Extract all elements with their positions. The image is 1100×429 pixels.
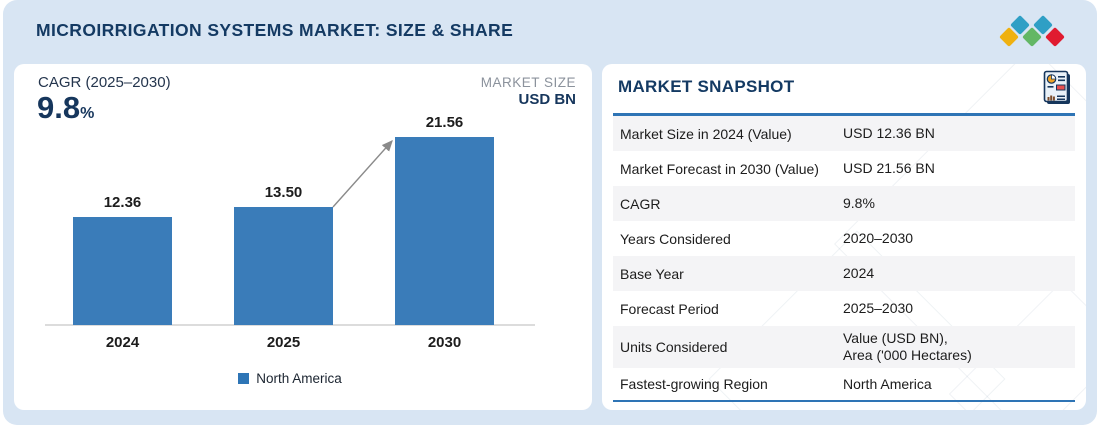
table-row: Fastest-growing Region North America [613, 368, 1075, 400]
table-row: Years Considered 2020–2030 [613, 221, 1075, 256]
bar-2030 [395, 137, 494, 325]
row-value: 2024 [843, 265, 875, 281]
row-label: Forecast Period [620, 300, 719, 317]
row-value: 9.8% [843, 195, 875, 211]
cagr-unit: % [80, 105, 95, 122]
x-tick-2024: 2024 [105, 334, 140, 351]
row-value: North America [843, 375, 932, 392]
table-row: CAGR 9.8% [613, 186, 1075, 221]
bar-group-2030: 21.56 [395, 114, 494, 325]
axis-unit-label: MARKET SIZE USD BN [481, 75, 576, 108]
row-label: Base Year [620, 265, 684, 282]
row-value: USD 12.36 BN [843, 125, 935, 141]
row-value: 2020–2030 [843, 230, 914, 246]
bar-group-2024: 12.36 [73, 194, 172, 325]
chart-legend: North America [45, 371, 535, 386]
bar-2024 [73, 217, 172, 325]
table-row: Market Forecast in 2030 (Value) USD 21.5… [613, 151, 1075, 186]
legend-swatch-north-america [238, 373, 250, 384]
x-tick-2025: 2025 [266, 334, 301, 351]
axis-unit-line1: MARKET SIZE [480, 75, 576, 90]
row-value: Value (USD BN), Area ('000 Hectares) [843, 330, 972, 363]
row-label: Years Considered [620, 230, 731, 247]
axis-unit-line2: USD BN [518, 91, 576, 108]
snapshot-panel: MARKET SNAPSHOT Market Size in 2024 (Val… [602, 64, 1086, 410]
bar-value-2025: 13.50 [264, 184, 303, 201]
x-axis-line [45, 324, 535, 326]
chart-panel: CAGR (2025–2030) 9.8% MARKET SIZE USD BN… [14, 64, 592, 410]
cagr-value: 9.8% [37, 90, 95, 125]
table-row: Units Considered Value (USD BN), Area ('… [613, 326, 1075, 368]
row-value: 2025–2030 [843, 300, 914, 316]
row-value: USD 21.56 BN [843, 160, 935, 176]
bar-group-2025: 13.50 [234, 184, 333, 325]
snapshot-bottom-rule [613, 400, 1075, 402]
bar-value-2030: 21.56 [425, 114, 464, 131]
row-label: Units Considered [620, 339, 728, 355]
table-row: Base Year 2024 [613, 256, 1075, 291]
cagr-label: CAGR (2025–2030) [38, 74, 171, 91]
row-label: Market Size in 2024 (Value) [620, 125, 792, 142]
table-row: Market Size in 2024 (Value) USD 12.36 BN [613, 116, 1075, 151]
bar-value-2024: 12.36 [103, 194, 142, 211]
row-label: Market Forecast in 2030 (Value) [620, 160, 819, 177]
logo-diamond-green [1045, 27, 1065, 47]
table-row: Forecast Period 2025–2030 [613, 291, 1075, 326]
snapshot-table: Market Size in 2024 (Value) USD 12.36 BN… [613, 116, 1075, 400]
snapshot-header-rule [613, 113, 1075, 116]
report-document-icon [1043, 70, 1070, 104]
snapshot-title: MARKET SNAPSHOT [618, 77, 795, 96]
page-title: MICROIRRIGATION SYSTEMS MARKET: SIZE & S… [36, 20, 514, 40]
x-tick-2030: 2030 [427, 334, 462, 351]
legend-label-north-america: North America [256, 371, 342, 386]
brand-logo [999, 12, 1080, 58]
row-label: CAGR [620, 195, 661, 212]
row-label: Fastest-growing Region [620, 376, 768, 392]
bar-2025 [234, 207, 333, 325]
